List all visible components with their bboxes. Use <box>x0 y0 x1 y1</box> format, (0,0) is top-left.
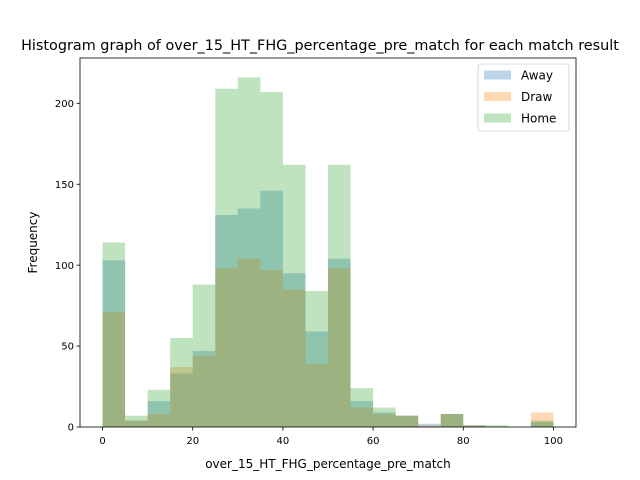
bar-away-30 <box>237 208 261 427</box>
bar-home-85 <box>485 425 509 427</box>
legend-box <box>477 63 570 132</box>
x-tick-label: 20 <box>186 436 199 447</box>
bar-home-25 <box>215 88 238 427</box>
bar-draw-80 <box>463 425 486 427</box>
bar-away-50 <box>328 258 351 427</box>
bar-draw-75 <box>440 414 464 427</box>
x-axis: 0 20 40 60 80 100 <box>99 427 563 447</box>
x-axis-label: over_15_HT_FHG_percentage_pre_match <box>205 457 451 471</box>
bar-away-10 <box>147 401 171 427</box>
bar-draw-10 <box>147 414 171 427</box>
y-tick-label: 200 <box>55 99 74 110</box>
bar-away-60 <box>373 412 396 427</box>
legend-label-draw: Draw <box>521 90 553 104</box>
bar-draw-15 <box>170 367 193 427</box>
bar-home-55 <box>350 388 374 427</box>
bar-home-20 <box>192 284 216 427</box>
bar-home-5 <box>125 415 148 427</box>
y-axis: 0 50 100 150 200 <box>55 99 80 434</box>
y-tick-label: 0 <box>68 423 74 434</box>
bar-away-95 <box>530 422 554 427</box>
y-axis-label: Frequency <box>26 212 40 274</box>
y-tick-label: 50 <box>61 342 74 353</box>
bar-away-70 <box>418 423 441 427</box>
bar-draw-20 <box>192 355 216 427</box>
legend-swatch-home <box>484 113 511 123</box>
legend-swatch-draw <box>484 92 511 101</box>
bar-draw-5 <box>125 420 148 427</box>
legend-swatch-away <box>484 70 511 80</box>
bar-home-80 <box>463 425 486 427</box>
legend: Away Draw Home <box>477 63 570 132</box>
bar-away-20 <box>192 350 216 427</box>
bar-away-80 <box>463 425 486 427</box>
bar-away-55 <box>350 401 374 427</box>
bar-home-40 <box>282 164 306 427</box>
bar-home-30 <box>237 77 261 427</box>
bars-layer <box>102 77 554 427</box>
bar-draw-0 <box>102 312 126 427</box>
bar-away-5 <box>125 420 148 427</box>
bar-away-75 <box>440 414 464 427</box>
bar-home-75 <box>440 414 464 427</box>
legend-label-away: Away <box>521 69 553 83</box>
x-tick-label: 100 <box>544 436 563 447</box>
bar-away-15 <box>170 373 193 427</box>
bar-away-45 <box>305 331 328 427</box>
bar-home-50 <box>328 164 351 427</box>
bar-home-35 <box>260 91 283 427</box>
y-tick-label: 150 <box>55 180 74 191</box>
bar-draw-35 <box>260 270 283 427</box>
bar-home-0 <box>102 242 126 427</box>
bar-home-95 <box>530 420 554 427</box>
x-tick-label: 40 <box>277 436 290 447</box>
bar-draw-25 <box>215 268 238 427</box>
bar-draw-60 <box>373 414 396 427</box>
bar-home-45 <box>305 291 328 427</box>
bar-away-65 <box>395 415 419 427</box>
x-tick-label: 60 <box>367 436 380 447</box>
bar-draw-65 <box>395 415 419 427</box>
bar-draw-30 <box>237 258 261 427</box>
y-tick-label: 100 <box>55 261 74 272</box>
bar-away-35 <box>260 190 283 427</box>
x-tick-label: 80 <box>457 436 470 447</box>
x-tick-label: 0 <box>99 436 105 447</box>
bar-draw-50 <box>328 268 351 427</box>
bar-draw-40 <box>282 289 306 427</box>
chart-title: Histogram graph of over_15_HT_FHG_percen… <box>21 38 619 54</box>
bar-draw-55 <box>350 407 374 427</box>
bar-draw-45 <box>305 363 328 427</box>
bar-draw-95 <box>530 412 554 427</box>
legend-label-home: Home <box>521 112 556 126</box>
bar-draw-70 <box>418 425 441 427</box>
bar-home-65 <box>395 415 419 427</box>
bar-away-25 <box>215 214 238 427</box>
bar-home-10 <box>147 389 171 427</box>
bar-away-0 <box>102 260 126 427</box>
plot-frame <box>79 57 577 428</box>
bar-home-60 <box>373 407 396 427</box>
bar-away-40 <box>282 273 306 427</box>
bar-home-15 <box>170 337 193 427</box>
